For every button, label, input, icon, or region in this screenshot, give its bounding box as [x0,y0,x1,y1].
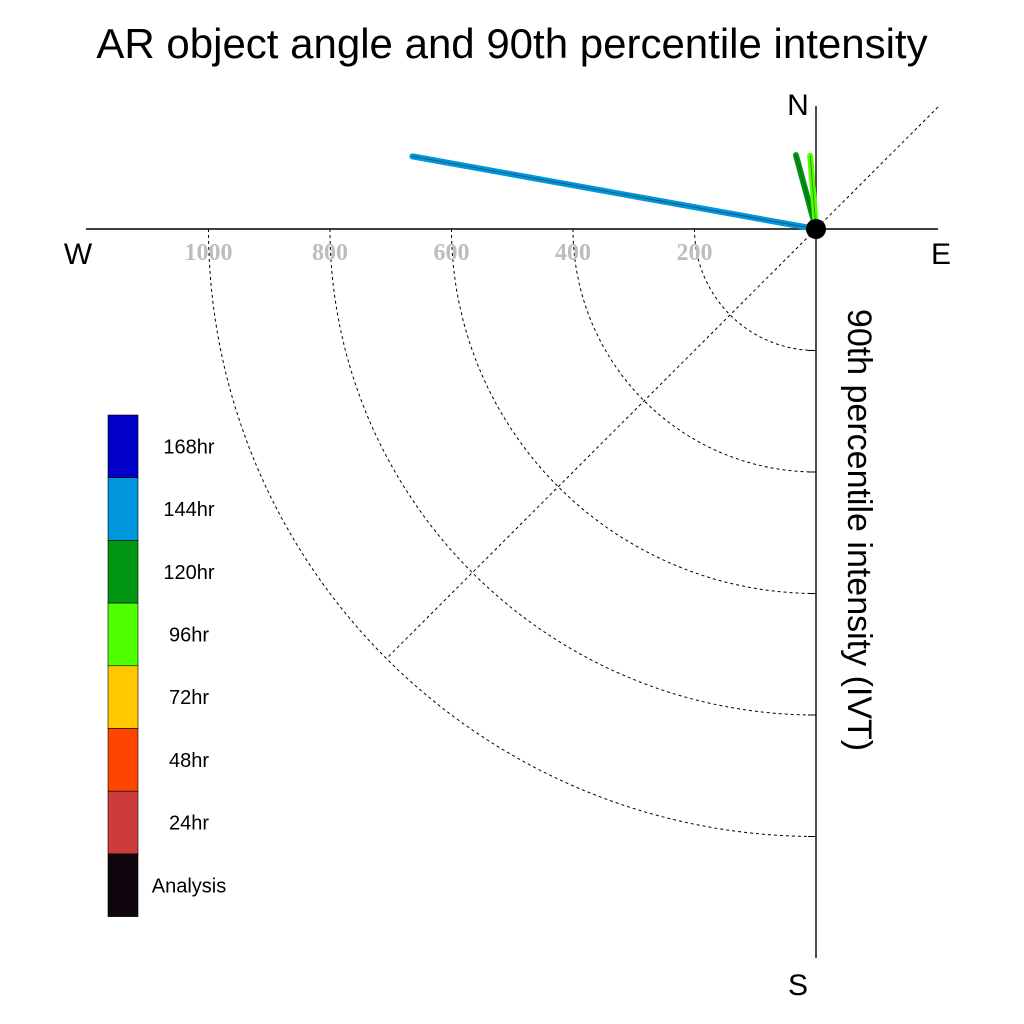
y-axis-label: 90th percentile intensity (IVT) [840,309,878,751]
radial-tick-label-800: 800 [312,240,348,266]
origin-marker [806,219,826,239]
series-layer [409,152,819,232]
legend-label-96hr: 96hr [169,624,209,646]
radial-tick-labels: 200 400 600 800 1000 [185,240,713,266]
radial-tick-label-1000: 1000 [185,240,233,266]
radial-tick-label-200: 200 [677,240,713,266]
grid-arc-400 [572,228,817,473]
legend-swatch-120hr [107,540,139,604]
compass-east-label: E [931,238,951,271]
compass-west-label: W [64,238,93,271]
legend-label-24hr: 24hr [169,813,209,835]
legend-swatch-96hr [107,602,139,667]
series-96hr [807,152,819,232]
compass-south-label: S [788,969,808,1002]
legend-swatch-72hr [107,665,139,729]
polar-grid [208,106,939,837]
series-centerline-96hr [809,155,817,230]
series-centerline-144hr [412,155,817,230]
legend-swatch-Analysis [107,853,139,917]
legend-label-Analysis: Analysis [152,875,226,897]
grid-arc-800 [329,228,817,716]
chart-title: AR object angle and 90th percentile inte… [96,20,927,67]
legend-label-144hr: 144hr [163,499,214,521]
radial-tick-label-400: 400 [555,240,591,266]
legend-swatch-48hr [107,728,139,792]
legend-swatch-168hr [107,414,139,479]
grid-arc-200 [694,228,817,351]
grid-diagonal [386,106,939,659]
compass-north-label: N [787,89,809,122]
legend-label-72hr: 72hr [169,687,209,709]
legend: 168hr 144hr 120hr 96hr 72hr 48hr 24hr Analysis [107,414,226,917]
grid-arc-600 [451,228,817,594]
grid-arc-1000 [208,228,817,837]
axes [86,106,938,958]
legend-label-48hr: 48hr [169,750,209,772]
legend-swatch-24hr [107,790,139,855]
legend-label-120hr: 120hr [163,562,214,584]
radial-tick-label-600: 600 [434,240,470,266]
legend-swatch-144hr [107,477,139,541]
legend-label-168hr: 168hr [163,436,214,458]
series-144hr [409,153,819,232]
